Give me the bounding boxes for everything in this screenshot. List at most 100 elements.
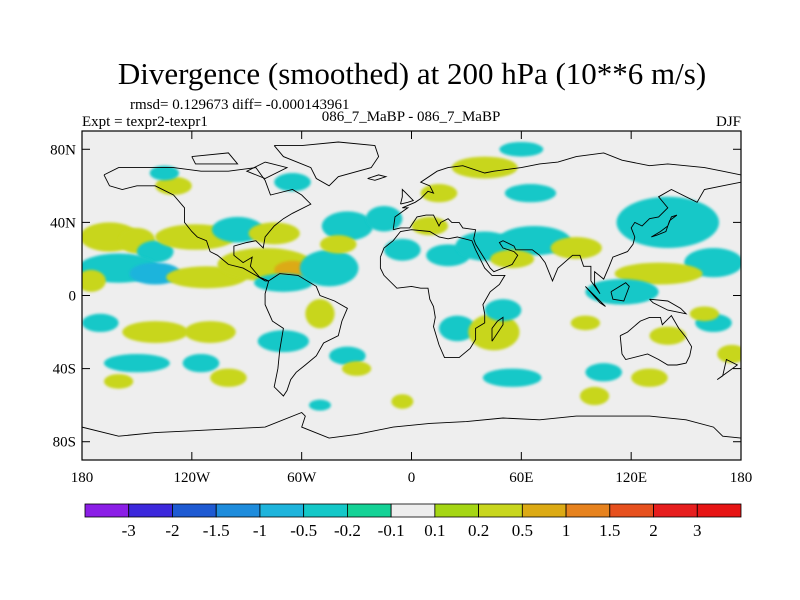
colorbar-label: -0.2 (334, 521, 361, 540)
anomaly-region (420, 184, 458, 203)
anomaly-region (384, 238, 421, 261)
x-axis: 180 120W 60W 0 60E 120E 180 (71, 131, 753, 486)
colorbar-swatch (215, 503, 261, 518)
coastline (392, 152, 741, 294)
colorbar-swatch (172, 503, 217, 518)
coastline (264, 273, 348, 397)
anomaly-region (585, 279, 659, 305)
coastline (400, 188, 415, 205)
x-tick-label: 180 (730, 470, 753, 486)
coastline (82, 411, 741, 460)
anomaly-region (550, 237, 602, 259)
anomaly-region (329, 346, 366, 365)
x-tick-label: 180 (71, 470, 94, 486)
colorbar-label: -0.5 (290, 521, 317, 540)
coastline-layer (82, 141, 741, 460)
anomaly-region (299, 249, 359, 287)
coastline (103, 167, 312, 282)
coastline (649, 298, 688, 315)
y-tick-label: 80N (50, 142, 76, 158)
anomaly-region (631, 368, 668, 387)
coastline (379, 229, 506, 359)
anomaly-region (391, 394, 414, 409)
anomaly-region (579, 386, 610, 406)
anomaly-region (257, 330, 309, 353)
y-tick-label: 0 (69, 289, 77, 305)
coastline (367, 174, 388, 181)
anomaly-region (649, 326, 687, 345)
anomaly-region (149, 165, 180, 181)
colorbar-swatch (653, 503, 698, 518)
anomaly-region (82, 313, 119, 333)
anomaly-region (182, 353, 220, 373)
anomaly-region (305, 299, 335, 329)
case-label: 086_7_MaBP - 086_7_MaBP (322, 109, 501, 125)
anomaly-region (585, 363, 623, 382)
anomaly-region (274, 173, 311, 192)
coastline (585, 286, 606, 307)
colorbar-label: 0.5 (512, 521, 533, 540)
colorbar-label: 3 (693, 521, 702, 540)
anomaly-region (122, 321, 189, 344)
y-tick-label: 40S (53, 362, 76, 378)
anomaly-region (490, 249, 535, 269)
anomaly-layer (82, 141, 741, 411)
anomaly-region (482, 368, 542, 387)
anomaly-region (499, 141, 544, 157)
colorbar-swatch (565, 503, 611, 518)
coastline (273, 141, 380, 187)
anomaly-region (308, 399, 331, 411)
colorbar-swatch (84, 503, 130, 518)
colorbar-swatch (303, 503, 348, 518)
stats-label: rmsd= 0.129673 diff= -0.000143961 (130, 97, 350, 113)
anomaly-region (689, 306, 720, 322)
colorbar-swatch (478, 503, 523, 518)
colorbar-label: -0.1 (378, 521, 405, 540)
colorbar-swatch (128, 503, 173, 518)
anomaly-region (103, 374, 134, 389)
anomaly-region (438, 315, 476, 342)
anomaly-region (82, 269, 106, 292)
coastline (619, 314, 693, 366)
colorbar-swatch (696, 503, 742, 518)
x-tick-label: 60W (287, 470, 317, 486)
anomaly-region (319, 235, 357, 254)
y-axis: 80N 40N 0 40S 80S (50, 142, 741, 451)
anomaly-region (321, 211, 374, 241)
colorbar-swatch (390, 503, 436, 518)
chart-title: Divergence (smoothed) at 200 hPa (10**6 … (118, 56, 706, 91)
season-label: DJF (716, 114, 741, 130)
colorbar-swatch (521, 503, 567, 518)
y-tick-label: 80S (53, 435, 76, 451)
anomaly-region (254, 273, 313, 292)
colorbar-label: -3 (122, 521, 136, 540)
anomaly-region (484, 299, 522, 322)
colorbar: -3 -2 -1.5 -1 -0.5 -0.2 -0.1 0.1 0.2 0.5 1 1.5 2 3 (84, 503, 742, 540)
coastline (651, 214, 678, 238)
anomaly-region (103, 353, 170, 373)
colorbar-swatch (346, 503, 392, 518)
y-tick-label: 40N (50, 215, 76, 231)
anomaly-region (616, 196, 720, 248)
colorbar-label: 0.2 (468, 521, 489, 540)
colorbar-label: 1 (562, 521, 571, 540)
colorbar-swatch (259, 503, 305, 518)
colorbar-label: -1 (253, 521, 267, 540)
experiment-label: Expt = texpr2-texpr1 (82, 114, 208, 130)
anomaly-region (411, 216, 449, 236)
colorbar-swatch (434, 503, 480, 518)
anomaly-region (184, 321, 236, 344)
anomaly-region (365, 205, 403, 232)
anomaly-region (570, 315, 601, 331)
coastline (245, 161, 289, 179)
colorbar-label: 2 (649, 521, 658, 540)
coastline (491, 316, 504, 342)
anomaly-region (504, 184, 557, 203)
x-tick-label: 0 (408, 470, 416, 486)
colorbar-label: 1.5 (599, 521, 620, 540)
colorbar-label: -2 (165, 521, 179, 540)
colorbar-swatch (609, 503, 654, 518)
colorbar-label: -1.5 (203, 521, 230, 540)
x-tick-label: 120E (615, 470, 647, 486)
